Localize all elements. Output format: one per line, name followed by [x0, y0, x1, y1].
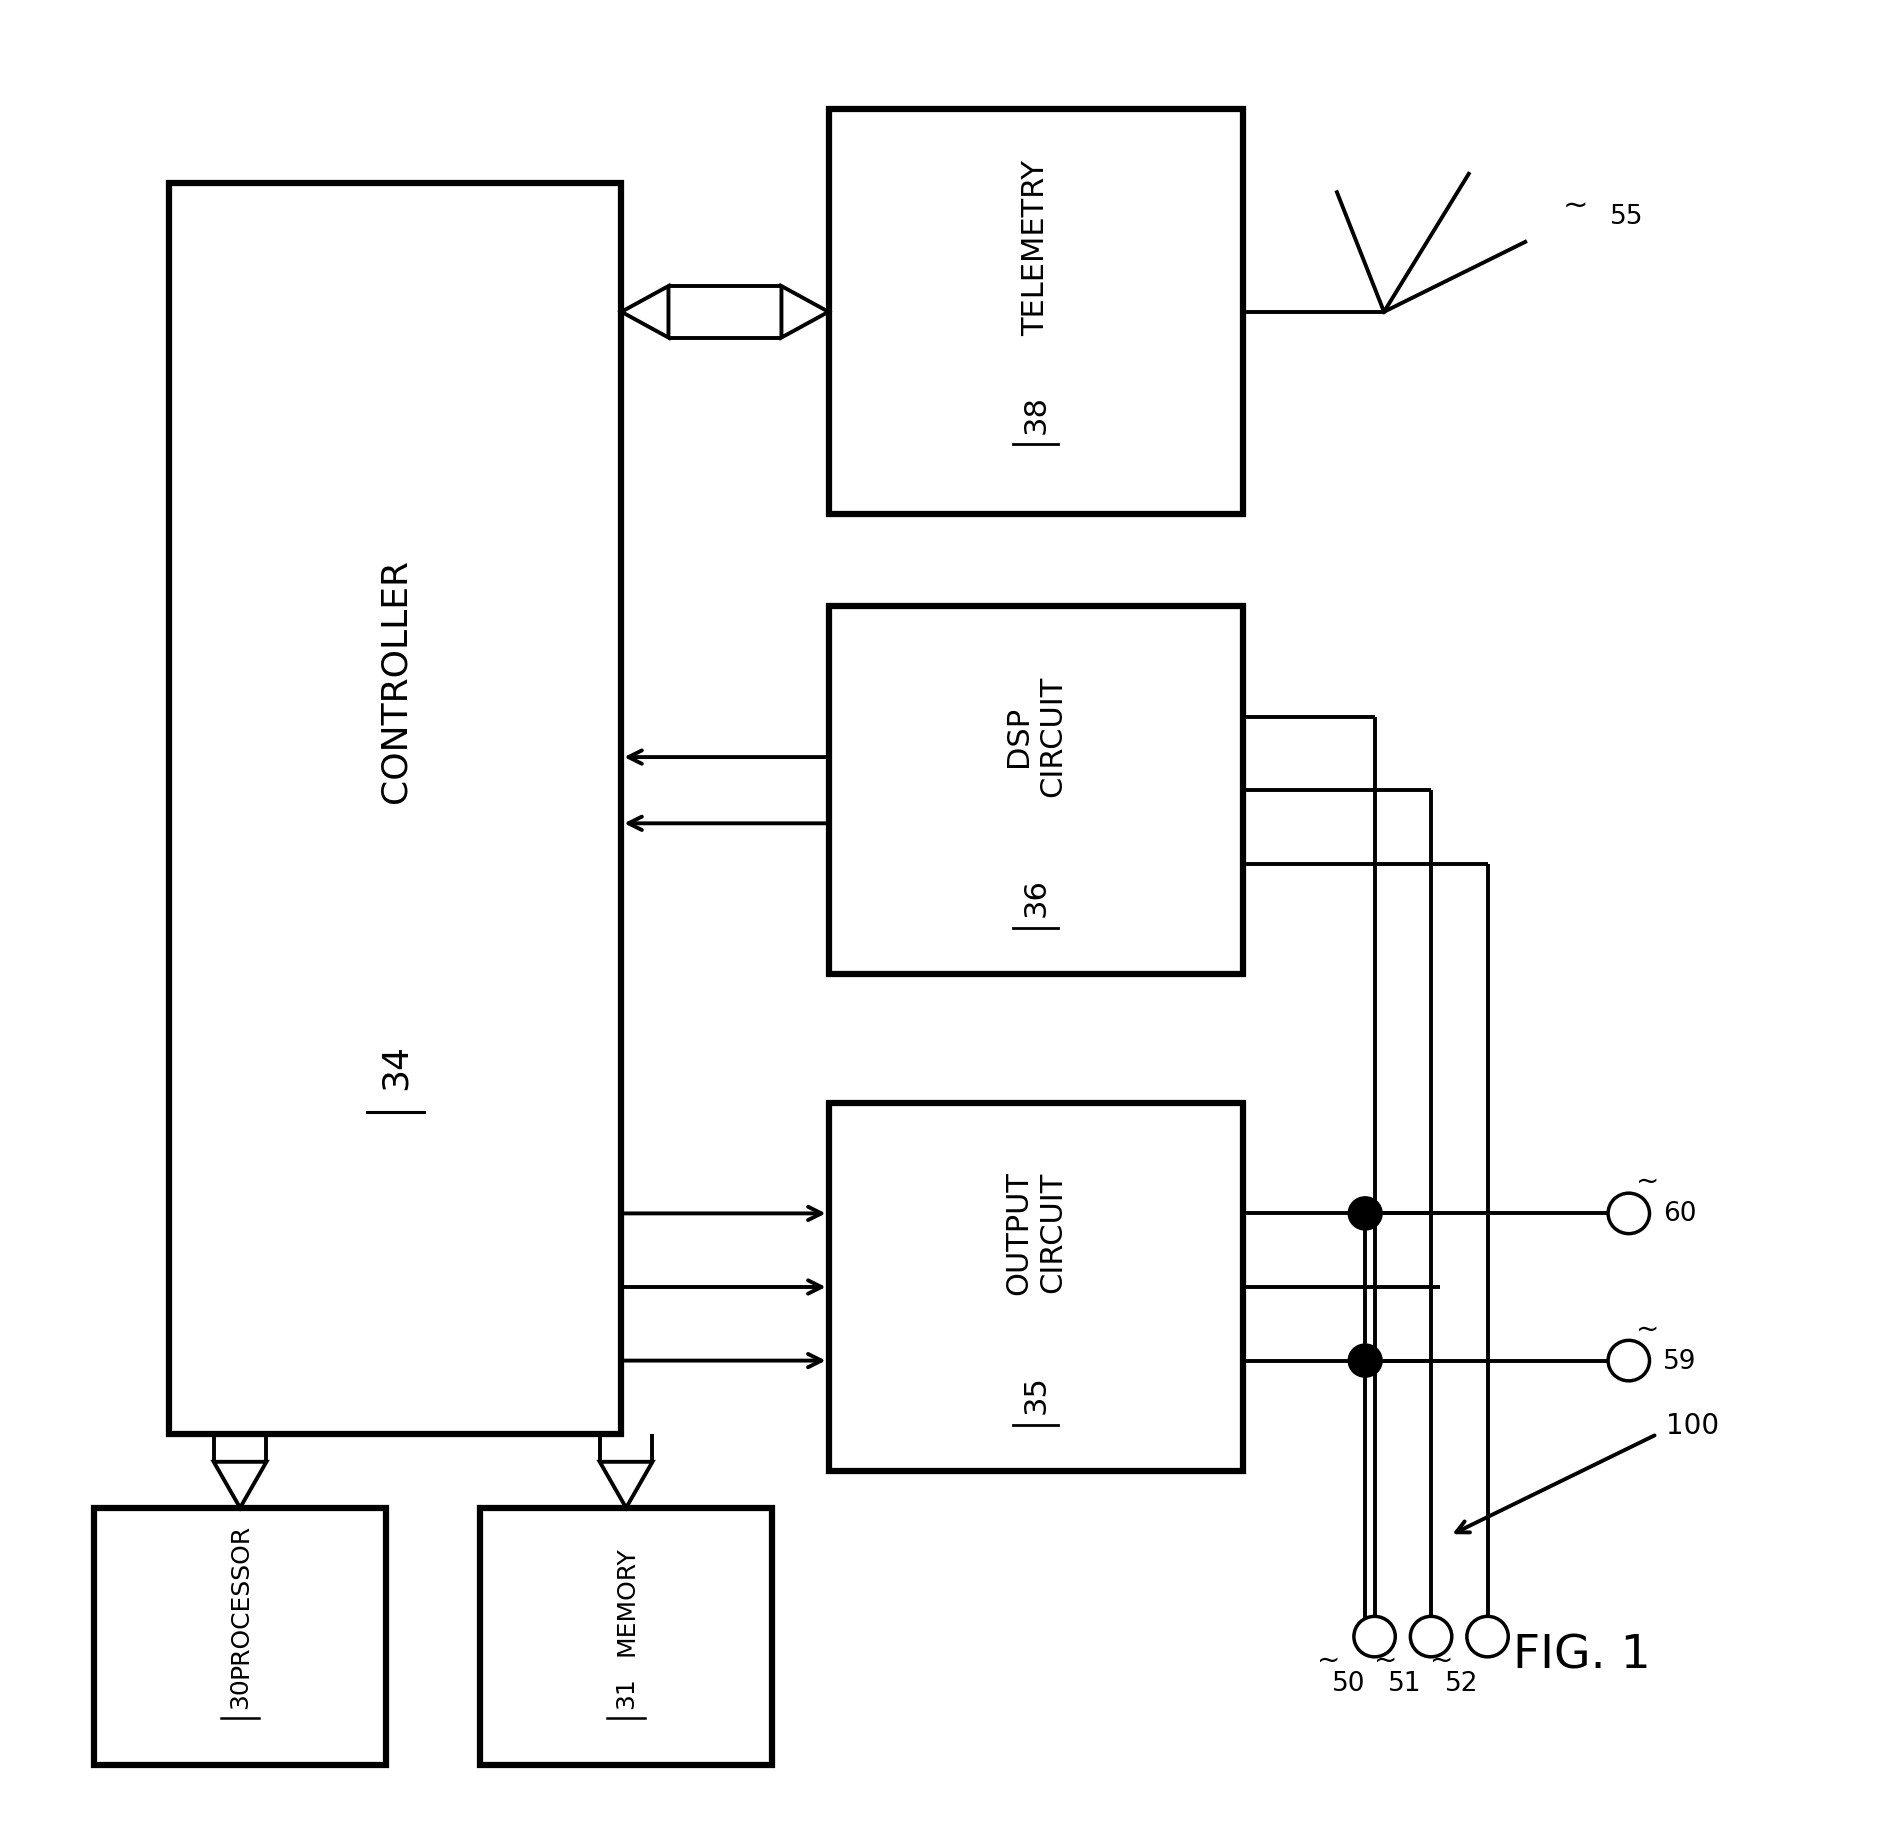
Circle shape: [1353, 1616, 1395, 1657]
Bar: [828, 1103, 1242, 1471]
Text: ~: ~: [1635, 1168, 1658, 1195]
Circle shape: [1348, 1344, 1381, 1377]
Text: 36: 36: [1020, 877, 1050, 918]
Circle shape: [1607, 1194, 1649, 1234]
Text: 38: 38: [1020, 394, 1050, 434]
Text: 50: 50: [1331, 1670, 1364, 1696]
Polygon shape: [598, 1462, 653, 1508]
Text: MEMORY: MEMORY: [614, 1545, 638, 1655]
Text: DSP
CIRCUIT: DSP CIRCUIT: [1003, 675, 1067, 796]
Text: 55: 55: [1609, 204, 1643, 230]
Text: 51: 51: [1387, 1670, 1421, 1696]
Text: PROCESSOR: PROCESSOR: [228, 1523, 252, 1677]
Circle shape: [1410, 1616, 1451, 1657]
Bar: [480, 1508, 772, 1765]
Text: 35: 35: [1020, 1374, 1050, 1414]
Text: 100: 100: [1666, 1411, 1718, 1440]
Text: FIG. 1: FIG. 1: [1511, 1633, 1651, 1677]
Circle shape: [1348, 1197, 1381, 1230]
Polygon shape: [621, 287, 668, 338]
Text: TELEMETRY: TELEMETRY: [1020, 160, 1050, 337]
Text: CONTROLLER: CONTROLLER: [378, 559, 412, 802]
Polygon shape: [781, 287, 828, 338]
Text: ~: ~: [1317, 1646, 1340, 1673]
Bar: [169, 184, 621, 1434]
Bar: [94, 1508, 386, 1765]
Circle shape: [1466, 1616, 1507, 1657]
Text: 59: 59: [1662, 1348, 1696, 1374]
Text: 52: 52: [1443, 1670, 1477, 1696]
Text: ~: ~: [1374, 1646, 1396, 1673]
Text: ~: ~: [1562, 191, 1588, 221]
Text: 60: 60: [1662, 1201, 1696, 1227]
Text: 31: 31: [614, 1675, 638, 1708]
Text: 30: 30: [228, 1675, 252, 1708]
Text: ~: ~: [1635, 1315, 1658, 1342]
Circle shape: [1607, 1341, 1649, 1381]
Polygon shape: [215, 1462, 267, 1508]
Bar: [828, 110, 1242, 515]
Text: ~: ~: [1430, 1646, 1453, 1673]
Text: OUTPUT
CIRCUIT: OUTPUT CIRCUIT: [1003, 1170, 1067, 1295]
Text: 34: 34: [378, 1045, 412, 1089]
Bar: [828, 607, 1242, 975]
